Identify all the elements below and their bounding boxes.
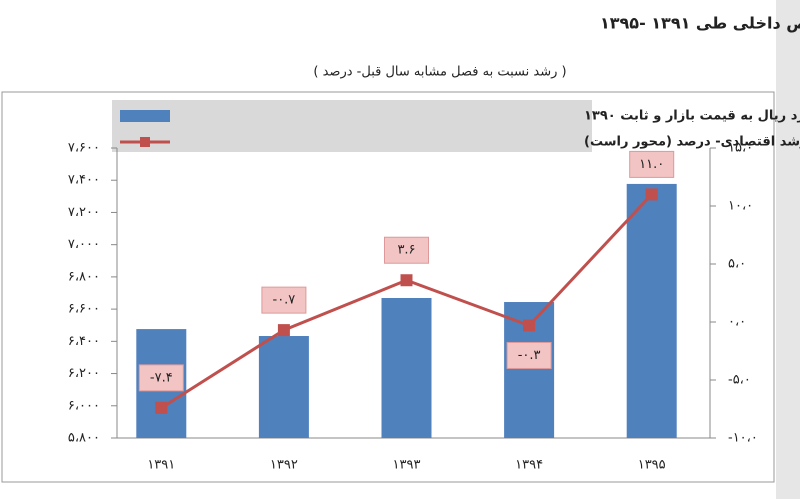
y2-tick-label: ۱۰،۰ <box>728 199 753 214</box>
chart-title: نمودار (۱)- روند رشد محصول ناخالص داخلی … <box>600 14 800 33</box>
x-tick-label: ۱۳۹۳ <box>393 458 421 473</box>
chart-subtitle: ( رشد نسبت به فصل مشابه سال قبل- درصد ) <box>313 65 566 80</box>
line-marker <box>645 188 658 201</box>
y-tick-label: ۷،۴۰۰ <box>68 173 100 188</box>
y-tick-label: ۶،۰۰۰ <box>68 398 100 413</box>
bar <box>626 183 677 438</box>
y2-tick-label: ۵،۰ <box>728 257 746 272</box>
data-label: ۳.۶ <box>397 243 415 258</box>
y2-tick-label: -۵،۰ <box>728 373 751 388</box>
y-tick-label: ۵،۸۰۰ <box>68 431 100 446</box>
line-marker <box>400 274 413 287</box>
data-label-box <box>261 286 307 314</box>
data-label: -۰.۷ <box>273 293 296 308</box>
y2-tick-label: -۱۰،۰ <box>728 431 758 446</box>
legend-box <box>112 100 592 152</box>
y-tick-label: ۷،۶۰۰ <box>68 141 100 156</box>
y2-tick-label: ۰،۰ <box>728 315 746 330</box>
x-tick-label: ۱۳۹۱ <box>147 458 175 473</box>
x-tick-label: ۱۳۹۴ <box>515 458 543 473</box>
data-label-box <box>138 364 184 392</box>
side-strip <box>776 0 800 499</box>
data-label: ۱۱.۰ <box>639 157 664 172</box>
y-tick-label: ۶،۴۰۰ <box>68 334 100 349</box>
legend-swatch <box>140 137 150 147</box>
legend-label: محصول ناخالص داخلی – هزار میلیارد ریال ب… <box>584 109 800 124</box>
data-label-box <box>384 236 429 264</box>
y-tick-label: ۶،۸۰۰ <box>68 269 100 284</box>
data-label: -۷.۴ <box>150 370 173 385</box>
y-tick-label: ۶،۲۰۰ <box>68 366 100 381</box>
legend-swatch <box>120 110 170 122</box>
bar <box>258 336 309 438</box>
y-tick-label: ۷،۲۰۰ <box>68 205 100 220</box>
legend-label: رشد اقتصادی- درصد (محور راست) <box>584 135 800 150</box>
y-tick-label: ۷،۰۰۰ <box>68 237 100 252</box>
x-tick-label: ۱۳۹۵ <box>638 458 666 473</box>
data-label: -۰.۳ <box>518 348 541 363</box>
data-label-box <box>506 341 552 369</box>
y2-tick-label: ۱۵،۰ <box>728 141 753 156</box>
bar <box>381 297 432 438</box>
line-marker <box>155 401 168 414</box>
line-marker <box>523 319 536 332</box>
line-marker <box>277 324 290 337</box>
y-tick-label: ۶،۶۰۰ <box>68 302 100 317</box>
data-label-box <box>629 150 675 178</box>
x-tick-label: ۱۳۹۲ <box>270 458 298 473</box>
